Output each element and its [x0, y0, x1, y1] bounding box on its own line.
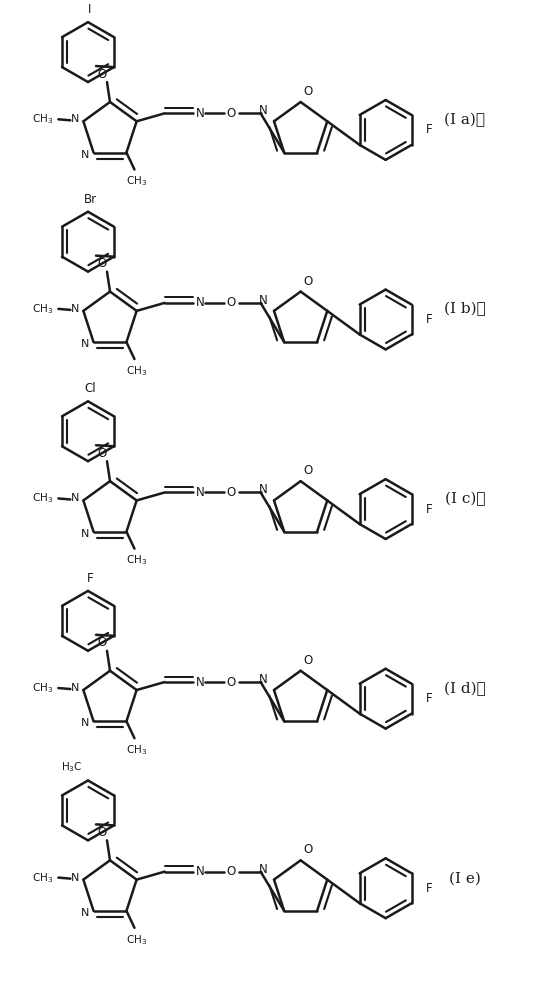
Text: F: F — [425, 882, 432, 895]
Text: O: O — [226, 296, 235, 309]
Text: O: O — [304, 464, 313, 477]
Text: F: F — [425, 123, 432, 136]
Text: N: N — [196, 107, 205, 120]
Text: CH$_3$: CH$_3$ — [32, 302, 53, 316]
Text: O: O — [226, 486, 235, 499]
Text: H$_3$C: H$_3$C — [61, 760, 83, 774]
Text: (Ⅰ d)或: (Ⅰ d)或 — [444, 682, 486, 696]
Text: CH$_3$: CH$_3$ — [126, 933, 147, 947]
Text: N: N — [196, 676, 205, 689]
Text: CH$_3$: CH$_3$ — [126, 743, 147, 757]
Text: O: O — [97, 68, 107, 81]
Text: I: I — [88, 3, 92, 16]
Text: CH$_3$: CH$_3$ — [32, 681, 53, 695]
Text: N: N — [259, 673, 268, 686]
Text: CH$_3$: CH$_3$ — [32, 112, 53, 126]
Text: O: O — [304, 85, 313, 98]
Text: N: N — [71, 114, 79, 124]
Text: (Ⅰ e): (Ⅰ e) — [449, 871, 481, 885]
Text: N: N — [259, 483, 268, 496]
Text: O: O — [304, 654, 313, 667]
Text: (Ⅰ b)或: (Ⅰ b)或 — [444, 302, 486, 317]
Text: (Ⅰ a)或: (Ⅰ a)或 — [444, 113, 485, 127]
Text: CH$_3$: CH$_3$ — [126, 174, 147, 188]
Text: N: N — [196, 486, 205, 499]
Text: N: N — [71, 493, 79, 503]
Text: O: O — [226, 865, 235, 878]
Text: N: N — [259, 294, 268, 307]
Text: F: F — [425, 692, 432, 705]
Text: O: O — [226, 107, 235, 120]
Text: N: N — [81, 339, 90, 349]
Text: O: O — [97, 636, 107, 649]
Text: O: O — [97, 826, 107, 839]
Text: Cl: Cl — [84, 382, 96, 395]
Text: F: F — [425, 313, 432, 326]
Text: N: N — [196, 296, 205, 309]
Text: (Ⅰ c)或: (Ⅰ c)或 — [445, 492, 485, 506]
Text: O: O — [226, 676, 235, 689]
Text: N: N — [71, 683, 79, 693]
Text: O: O — [304, 843, 313, 856]
Text: N: N — [71, 304, 79, 314]
Text: N: N — [81, 529, 90, 539]
Text: Br: Br — [83, 193, 97, 206]
Text: N: N — [259, 863, 268, 876]
Text: O: O — [304, 275, 313, 288]
Text: N: N — [196, 865, 205, 878]
Text: N: N — [81, 718, 90, 728]
Text: N: N — [259, 104, 268, 117]
Text: CH$_3$: CH$_3$ — [32, 871, 53, 885]
Text: N: N — [81, 150, 90, 160]
Text: CH$_3$: CH$_3$ — [126, 554, 147, 567]
Text: N: N — [71, 873, 79, 883]
Text: F: F — [86, 572, 94, 585]
Text: CH$_3$: CH$_3$ — [126, 364, 147, 378]
Text: O: O — [97, 257, 107, 270]
Text: O: O — [97, 447, 107, 460]
Text: CH$_3$: CH$_3$ — [32, 492, 53, 505]
Text: N: N — [81, 908, 90, 918]
Text: F: F — [425, 503, 432, 516]
